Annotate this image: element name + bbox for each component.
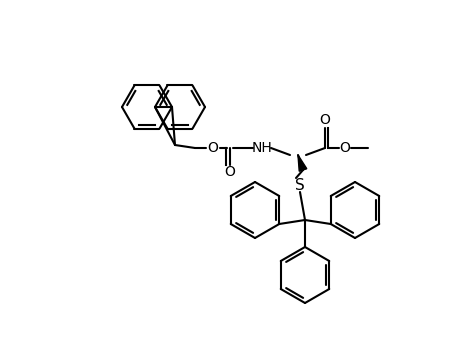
- Text: NH: NH: [251, 141, 272, 155]
- Text: O: O: [339, 141, 350, 155]
- Text: O: O: [224, 165, 235, 179]
- Text: O: O: [207, 141, 218, 155]
- Text: S: S: [295, 178, 304, 193]
- Text: O: O: [319, 113, 330, 127]
- Polygon shape: [297, 155, 306, 171]
